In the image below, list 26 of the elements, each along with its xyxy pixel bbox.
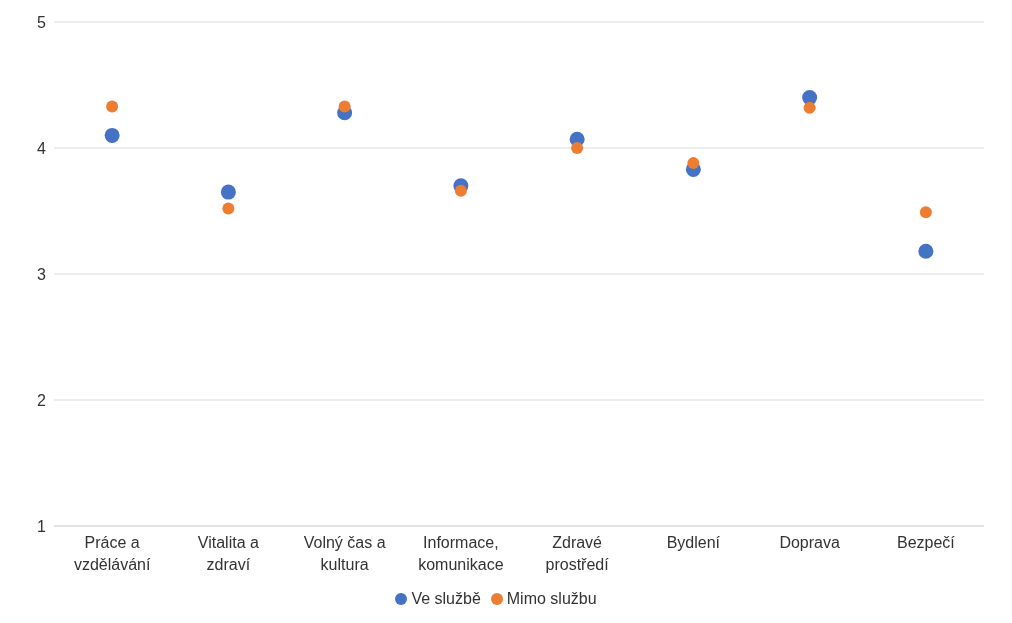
x-tick-label: Zdravé prostředí	[545, 534, 610, 573]
x-tick-label: Bydlení	[666, 534, 721, 551]
point	[687, 157, 700, 170]
point	[220, 184, 236, 200]
x-tick-label: Bezpečí	[896, 534, 956, 551]
x-tick-label: Volný čas a kultura	[303, 534, 386, 573]
point	[918, 243, 934, 259]
x-tick-label: Práce a vzdělávání	[73, 534, 151, 573]
point	[571, 142, 584, 154]
x-tick-label: Informace, komunikace	[418, 534, 504, 573]
x-tick-label: Doprava	[779, 534, 840, 551]
point	[222, 202, 235, 215]
legend-label: Ve službě	[410, 590, 481, 608]
x-tick-label: Vitalita a zdraví	[197, 534, 260, 573]
y-tick-label: 4	[37, 139, 47, 157]
y-tick-label: 1	[37, 517, 47, 535]
point	[454, 184, 467, 197]
legend-label: Mimo službu	[505, 590, 597, 608]
point	[803, 101, 816, 114]
point	[106, 100, 119, 113]
point	[338, 100, 351, 113]
y-tick-label: 2	[37, 391, 47, 409]
point	[919, 206, 932, 219]
point	[104, 127, 120, 143]
y-tick-label: 3	[37, 265, 47, 283]
y-tick-label: 5	[37, 13, 47, 31]
